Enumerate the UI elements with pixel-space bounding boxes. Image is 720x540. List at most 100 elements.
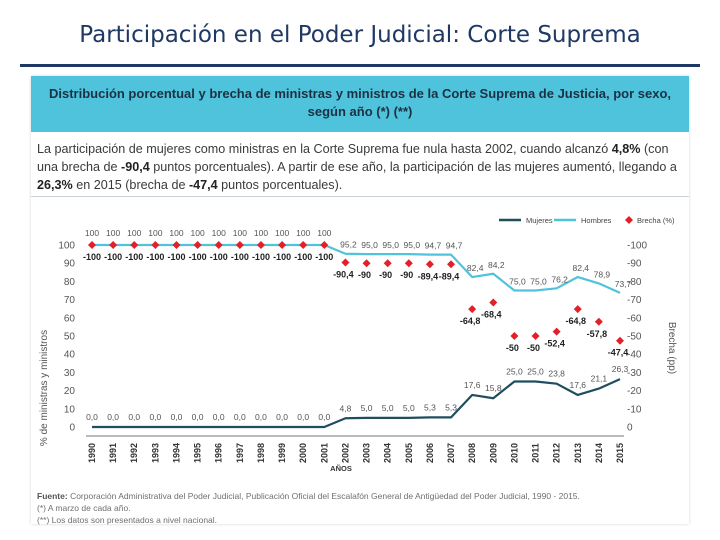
hombres-data-label: 82,4 <box>467 263 484 273</box>
mujeres-data-label: 26,3 <box>612 364 629 374</box>
x-tick-label: 1996 <box>214 443 224 463</box>
mujeres-data-label: 17,6 <box>569 380 586 390</box>
y-tick-label: 50 <box>64 332 76 343</box>
y2-tick-label: -60 <box>627 313 642 324</box>
brecha-data-label: -100 <box>167 252 185 262</box>
mujeres-data-label: 0,0 <box>297 412 309 422</box>
y-tick-label: 40 <box>64 350 76 361</box>
series-line-mujeres <box>92 378 621 429</box>
gap-point <box>362 259 371 268</box>
hombres-data-label: 100 <box>169 228 183 238</box>
x-tick-label: 1995 <box>193 443 203 463</box>
y2-axis-label: Brecha (pp) <box>666 322 677 374</box>
y-tick-label: 80 <box>64 277 76 288</box>
x-tick-label: 1997 <box>235 443 245 463</box>
hombres-data-label: 100 <box>106 228 120 238</box>
brecha-data-label: -89,4 <box>439 271 460 281</box>
mujeres-data-label: 0,0 <box>86 412 98 422</box>
gap-point <box>594 317 603 326</box>
summary-highlight: 4,8% <box>611 142 641 156</box>
x-tick-label: 2015 <box>615 443 625 463</box>
summary-text: La participación de mujeres como ministr… <box>37 140 685 194</box>
x-tick-label: 1994 <box>171 443 181 463</box>
legend-swatch <box>625 216 633 224</box>
x-tick-label: 2001 <box>319 443 329 463</box>
y-tick-label: 60 <box>64 313 76 324</box>
mujeres-data-label: 21,1 <box>591 374 608 384</box>
slide-title: Participación en el Poder Judicial: Cort… <box>79 22 641 48</box>
x-tick-label: 1993 <box>150 443 160 463</box>
brecha-data-label: -100 <box>146 252 164 262</box>
hombres-data-label: 94,7 <box>425 241 442 251</box>
x-tick-label: 2000 <box>298 443 308 463</box>
x-tick-label: 1999 <box>277 443 287 463</box>
mujeres-data-label: 5,3 <box>424 402 436 412</box>
legend-label: Mujeres <box>526 216 553 225</box>
y-tick-label: 20 <box>64 386 76 397</box>
brecha-data-label: -64,8 <box>460 316 481 326</box>
summary-highlight: -90,4 <box>121 160 150 174</box>
mujeres-data-label: 5,0 <box>403 403 415 413</box>
brecha-data-label: -100 <box>189 252 207 262</box>
x-tick-label: 1998 <box>256 443 266 463</box>
hombres-data-label: 100 <box>85 228 99 238</box>
mujeres-data-label: 15,8 <box>485 383 502 393</box>
x-tick-label: 2008 <box>467 443 477 463</box>
summary-part: puntos porcentuales). A partir de ese añ… <box>149 160 677 174</box>
gap-point <box>151 241 160 249</box>
mujeres-data-label: 23,8 <box>548 369 565 379</box>
hombres-data-label: 100 <box>254 228 268 238</box>
plot-area: 0 10 20 30 40 50 60 70 80 90 100 0 -10 -20 -30 -40 -50 -6… <box>58 228 647 463</box>
brecha-data-label: -100 <box>294 252 312 262</box>
x-tick-label: 2003 <box>362 443 372 463</box>
source-line: Fuente: Corporación Administrativa del P… <box>37 490 685 502</box>
gap-point <box>320 241 329 249</box>
hombres-data-label: 95,0 <box>382 240 399 250</box>
summary-part: La participación de mujeres como ministr… <box>37 142 612 156</box>
y-tick-label: 70 <box>64 295 76 306</box>
mujeres-data-label: 0,0 <box>192 412 204 422</box>
mujeres-data-label: 0,0 <box>255 412 267 422</box>
legend-label: Hombres <box>581 216 612 225</box>
y2-tick-label: -80 <box>627 277 642 288</box>
gap-point <box>447 260 456 269</box>
hombres-data-label: 100 <box>127 228 141 238</box>
x-tick-label: 2010 <box>509 443 519 463</box>
x-tick-label: 2002 <box>340 443 350 463</box>
gap-point <box>341 258 350 267</box>
brecha-data-label: -50 <box>506 343 519 353</box>
hombres-data-label: 75,0 <box>509 277 526 287</box>
hombres-data-label: 84,2 <box>488 260 505 270</box>
brecha-data-label: -90 <box>379 270 392 280</box>
mujeres-data-label: 0,0 <box>107 412 119 422</box>
y2-tick-label: -90 <box>627 259 642 270</box>
note-1: (*) A marzo de cada año. <box>37 503 131 513</box>
gap-point <box>531 332 540 340</box>
brecha-data-label: -68,4 <box>481 310 502 320</box>
hombres-data-label: 73,7 <box>615 279 632 289</box>
gap-point <box>109 241 118 249</box>
brecha-data-label: -52,4 <box>544 339 565 349</box>
title-divider <box>20 64 700 67</box>
mujeres-data-label: 5,0 <box>361 403 373 413</box>
hombres-data-label: 76,2 <box>551 274 568 284</box>
mujeres-data-label: 4,8 <box>340 403 352 413</box>
mujeres-data-label: 5,0 <box>382 403 394 413</box>
gap-point <box>299 241 308 249</box>
x-tick-label: 2005 <box>404 443 414 463</box>
x-tick-label: 2009 <box>488 443 498 463</box>
hombres-data-label: 100 <box>275 228 289 238</box>
brecha-data-label: -100 <box>252 252 270 262</box>
x-tick-label: 2007 <box>446 443 456 463</box>
note-2: (**) Los datos son presentados a nivel n… <box>37 515 218 525</box>
y-tick-label: 10 <box>64 404 76 415</box>
gap-point <box>235 241 244 249</box>
brecha-data-label: -100 <box>273 252 291 262</box>
brecha-data-label: -90 <box>400 270 413 280</box>
gap-point <box>404 259 413 268</box>
hombres-data-label: 78,9 <box>594 269 611 279</box>
hombres-data-label: 100 <box>191 228 205 238</box>
hombres-data-label: 100 <box>148 228 162 238</box>
hombres-data-label: 94,7 <box>446 241 463 251</box>
gap-point <box>193 241 202 249</box>
